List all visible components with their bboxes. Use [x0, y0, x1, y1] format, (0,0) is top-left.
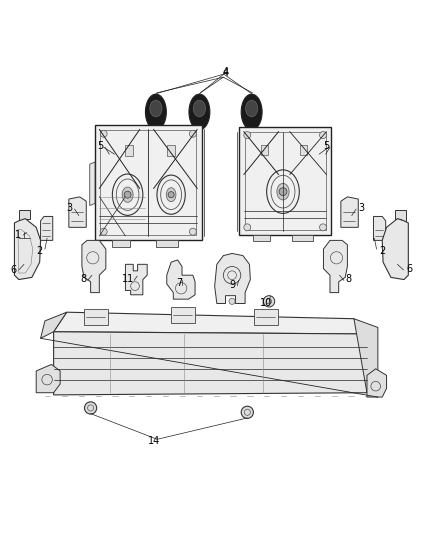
Text: 8: 8 — [345, 273, 351, 284]
Circle shape — [279, 188, 287, 196]
Polygon shape — [354, 319, 378, 397]
Text: 3: 3 — [358, 203, 364, 213]
Polygon shape — [95, 125, 201, 240]
Circle shape — [189, 130, 196, 137]
Ellipse shape — [193, 100, 205, 117]
Polygon shape — [240, 127, 331, 235]
Ellipse shape — [122, 187, 133, 203]
Polygon shape — [14, 219, 41, 279]
Polygon shape — [382, 219, 408, 279]
Ellipse shape — [241, 94, 262, 130]
Polygon shape — [19, 210, 30, 232]
Polygon shape — [167, 144, 175, 156]
Text: 9: 9 — [230, 280, 236, 290]
Circle shape — [189, 228, 196, 235]
Circle shape — [100, 130, 107, 137]
Text: 2: 2 — [379, 246, 385, 256]
Polygon shape — [41, 312, 67, 338]
Polygon shape — [300, 145, 307, 155]
Ellipse shape — [145, 94, 166, 130]
Ellipse shape — [166, 188, 176, 201]
Polygon shape — [374, 216, 386, 240]
Text: 14: 14 — [148, 437, 160, 447]
Circle shape — [320, 132, 326, 139]
Ellipse shape — [150, 100, 162, 117]
Polygon shape — [41, 216, 53, 240]
Circle shape — [320, 224, 326, 231]
Polygon shape — [292, 235, 314, 241]
Polygon shape — [53, 332, 367, 395]
Polygon shape — [113, 240, 130, 247]
Polygon shape — [90, 162, 95, 206]
Text: 2: 2 — [36, 246, 43, 256]
Circle shape — [168, 192, 174, 198]
Circle shape — [85, 402, 97, 414]
Polygon shape — [53, 312, 367, 334]
Polygon shape — [125, 144, 133, 156]
Circle shape — [244, 132, 251, 139]
Polygon shape — [171, 306, 195, 323]
Polygon shape — [323, 240, 347, 293]
Polygon shape — [367, 369, 387, 397]
Circle shape — [263, 296, 275, 307]
Polygon shape — [254, 309, 278, 325]
Circle shape — [124, 191, 131, 198]
Ellipse shape — [246, 100, 258, 117]
Text: 5: 5 — [323, 141, 330, 150]
Ellipse shape — [277, 183, 289, 200]
Text: 8: 8 — [80, 273, 86, 284]
Text: 10: 10 — [260, 297, 272, 308]
Polygon shape — [69, 197, 86, 228]
Polygon shape — [82, 240, 106, 293]
Polygon shape — [395, 210, 406, 232]
Text: 4: 4 — [223, 67, 229, 77]
Text: 4: 4 — [223, 68, 229, 78]
Circle shape — [241, 406, 253, 418]
Polygon shape — [125, 264, 147, 295]
Polygon shape — [36, 365, 60, 393]
Polygon shape — [84, 309, 108, 325]
Text: 11: 11 — [122, 273, 134, 284]
Text: 3: 3 — [67, 203, 73, 213]
Circle shape — [244, 224, 251, 231]
Polygon shape — [261, 145, 268, 155]
Ellipse shape — [189, 94, 210, 130]
Text: 1: 1 — [15, 230, 21, 240]
Circle shape — [229, 298, 235, 304]
Polygon shape — [156, 240, 178, 247]
Text: 5: 5 — [98, 141, 104, 150]
Polygon shape — [167, 260, 195, 299]
Polygon shape — [215, 254, 251, 303]
Text: 7: 7 — [176, 278, 182, 288]
Text: 6: 6 — [406, 264, 412, 273]
Polygon shape — [341, 197, 358, 228]
Circle shape — [100, 228, 107, 235]
Text: 6: 6 — [11, 265, 17, 275]
Polygon shape — [253, 235, 270, 241]
